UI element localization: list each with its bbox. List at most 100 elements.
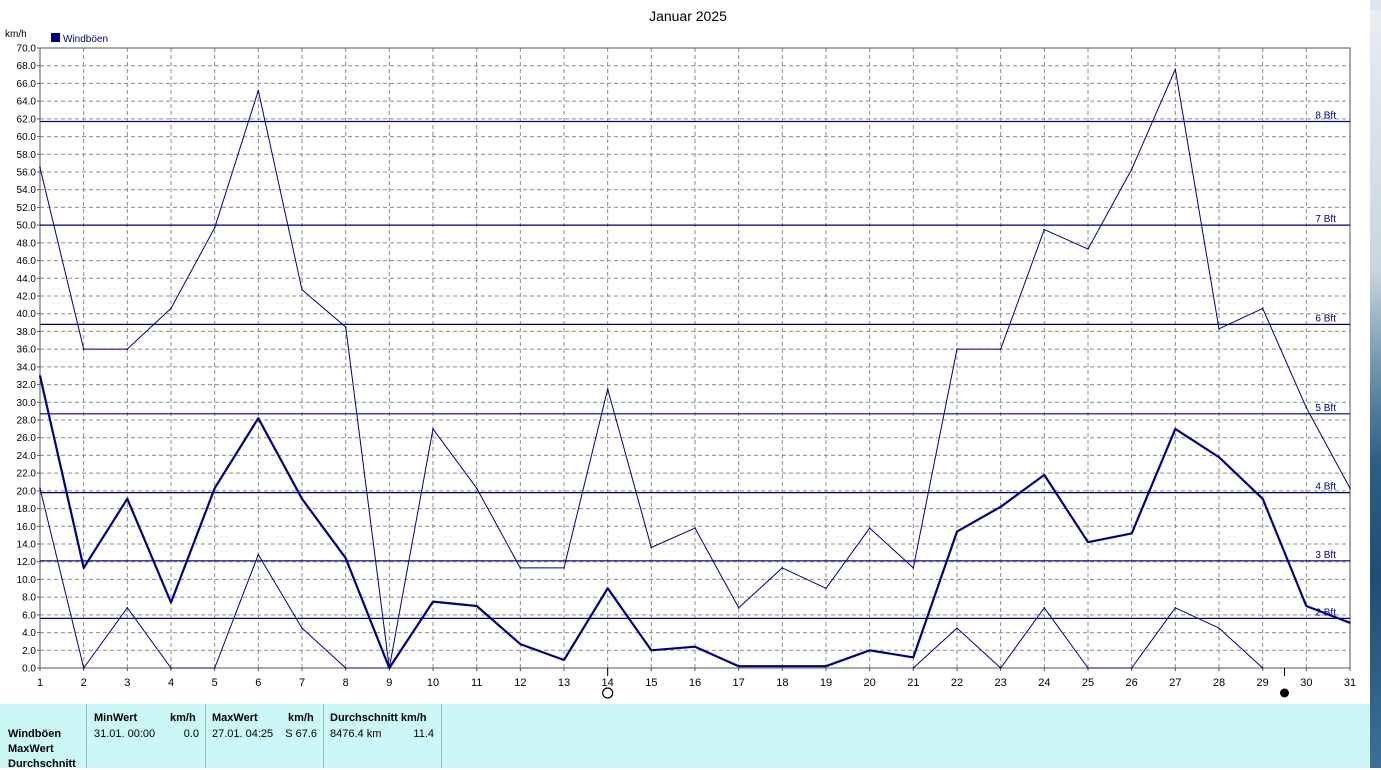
avg-value: 11.4 bbox=[413, 728, 434, 740]
data-point-average bbox=[563, 659, 565, 661]
x-tick-label: 18 bbox=[776, 677, 788, 689]
x-tick-label: 12 bbox=[514, 677, 526, 689]
row-label-windboeen: Windböen bbox=[8, 728, 62, 740]
min-unit: km/h bbox=[170, 712, 196, 724]
data-point-average bbox=[344, 557, 347, 559]
x-tick-label: 24 bbox=[1038, 677, 1050, 689]
data-point-max bbox=[1349, 487, 1351, 490]
y-tick-label: 10.0 bbox=[17, 575, 37, 586]
data-point-max bbox=[213, 227, 216, 229]
x-tick-label: 3 bbox=[124, 677, 130, 689]
x-tick-label: 6 bbox=[255, 677, 261, 689]
data-point-average bbox=[694, 645, 696, 648]
data-point-average bbox=[1043, 474, 1046, 476]
x-tick-label: 31 bbox=[1344, 677, 1356, 689]
new-moon-icon bbox=[1280, 688, 1289, 698]
data-point-min bbox=[257, 553, 260, 556]
avg-distance: 8476.4 km bbox=[330, 728, 382, 740]
data-point-average bbox=[475, 605, 478, 607]
x-tick-label: 20 bbox=[864, 677, 876, 689]
y-tick-label: 56.0 bbox=[17, 168, 37, 179]
data-point-average bbox=[1174, 428, 1177, 430]
data-point-max bbox=[1130, 168, 1133, 171]
data-point-max bbox=[126, 348, 129, 350]
x-tick-label: 11 bbox=[471, 677, 482, 689]
max-unit: km/h bbox=[288, 712, 314, 724]
beaufort-label: 4 Bft bbox=[1315, 482, 1336, 493]
y-tick-label: 28.0 bbox=[17, 416, 37, 427]
x-tick-label: 28 bbox=[1213, 677, 1225, 689]
data-point-average bbox=[432, 600, 434, 603]
y-tick-label: 50.0 bbox=[17, 221, 37, 232]
data-point-average bbox=[1349, 622, 1351, 624]
data-point-max bbox=[1218, 327, 1220, 330]
y-tick-label: 62.0 bbox=[17, 114, 37, 125]
data-point-max bbox=[563, 567, 565, 569]
data-point-max bbox=[257, 89, 260, 92]
summary-table: Windböen MaxWert Durchschnitt MinWert km… bbox=[0, 704, 1370, 770]
y-tick-label: 26.0 bbox=[17, 433, 37, 444]
y-tick-label: 22.0 bbox=[17, 469, 37, 480]
y-tick-label: 38.0 bbox=[17, 327, 37, 338]
y-tick-label: 66.0 bbox=[17, 79, 37, 90]
data-point-average bbox=[1305, 605, 1308, 607]
y-tick-label: 34.0 bbox=[17, 362, 37, 373]
data-point-max bbox=[519, 567, 522, 569]
background-window-edge bbox=[1370, 0, 1381, 768]
plot-area: 0.0 2.0 4.0 6.0 8.0 10.0 12.0 14.0 16.0 18.0 20.0 2… bbox=[17, 44, 1356, 699]
y-tick-label: 54.0 bbox=[17, 185, 37, 196]
data-point-min bbox=[388, 667, 391, 669]
x-tick-label: 25 bbox=[1082, 677, 1094, 689]
x-tick-label: 10 bbox=[427, 677, 439, 689]
data-point-max bbox=[170, 307, 172, 310]
y-tick-label: 48.0 bbox=[17, 238, 37, 249]
x-tick-label: 16 bbox=[689, 677, 701, 689]
data-point-average bbox=[825, 665, 827, 668]
beaufort-label: 7 Bft bbox=[1315, 214, 1336, 225]
data-point-min bbox=[82, 667, 85, 669]
y-tick-label: 40.0 bbox=[17, 309, 37, 320]
beaufort-label: 3 Bft bbox=[1315, 550, 1336, 561]
max-when: 27.01. 04:25 bbox=[212, 728, 274, 740]
data-point-average bbox=[39, 374, 41, 377]
data-point-average bbox=[1130, 532, 1133, 535]
data-point-min bbox=[999, 667, 1002, 669]
x-tick-label: 19 bbox=[820, 677, 832, 689]
y-unit-label: km/h bbox=[5, 29, 27, 40]
data-point-min bbox=[1043, 606, 1046, 609]
data-point-max bbox=[301, 289, 303, 291]
data-point-min bbox=[1174, 606, 1177, 609]
chart-title: Januar 2025 bbox=[649, 8, 727, 24]
y-tick-label: 46.0 bbox=[17, 256, 37, 267]
data-point-max bbox=[650, 546, 653, 549]
y-tick-label: 16.0 bbox=[17, 522, 37, 533]
full-moon-icon bbox=[602, 687, 614, 699]
x-tick-label: 9 bbox=[386, 677, 392, 689]
x-tick-label: 14 bbox=[602, 677, 614, 689]
data-point-max bbox=[1043, 228, 1046, 231]
data-point-average bbox=[82, 567, 85, 569]
y-tick-label: 6.0 bbox=[22, 610, 36, 621]
data-point-min bbox=[1130, 667, 1133, 669]
min-value: 0.0 bbox=[183, 728, 199, 740]
legend-swatch bbox=[51, 33, 60, 42]
y-tick-label: 8.0 bbox=[22, 593, 36, 604]
y-tick-label: 12.0 bbox=[17, 557, 37, 568]
y-tick-label: 0.0 bbox=[22, 664, 36, 675]
y-tick-label: 70.0 bbox=[17, 44, 37, 55]
y-tick-label: 64.0 bbox=[17, 97, 37, 108]
row-label-maxwert: MaxWert bbox=[8, 743, 54, 755]
data-point-average bbox=[213, 487, 216, 490]
x-tick-label: 5 bbox=[212, 677, 218, 689]
data-point-max bbox=[737, 606, 740, 609]
background-window-edge-top bbox=[1370, 0, 1381, 10]
data-point-average bbox=[868, 649, 871, 652]
series-line-min bbox=[39, 488, 390, 669]
x-tick-label: 17 bbox=[733, 677, 745, 689]
x-tick-label: 29 bbox=[1257, 677, 1269, 689]
x-tick-label: 21 bbox=[907, 677, 919, 689]
min-when: 31.01. 00:00 bbox=[94, 728, 156, 740]
data-point-average bbox=[1087, 541, 1089, 544]
y-tick-label: 68.0 bbox=[17, 61, 37, 72]
min-header: MinWert bbox=[94, 712, 138, 724]
